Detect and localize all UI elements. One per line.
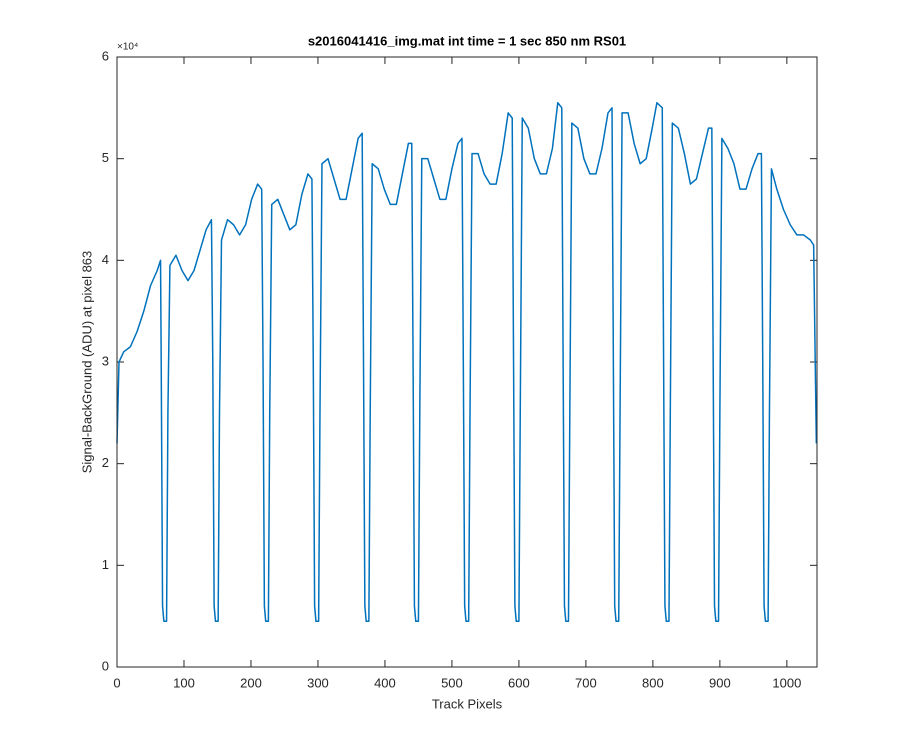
y-exponent: ×10⁴ (117, 42, 138, 53)
x-tick-label: 100 (173, 675, 195, 690)
x-tick-label: 1000 (772, 675, 801, 690)
y-tick-label: 6 (102, 48, 109, 63)
axes-box (116, 56, 818, 668)
y-tick-label: 5 (102, 150, 109, 165)
x-tick-label: 0 (113, 675, 120, 690)
data-line (116, 102, 818, 622)
y-tick-label: 4 (102, 252, 109, 267)
plot-area (117, 57, 817, 667)
x-tick-label: 400 (374, 675, 396, 690)
x-axis-label: Track Pixels (432, 696, 503, 711)
x-tick-label: 200 (240, 675, 262, 690)
chart-title: s2016041416_img.mat int time = 1 sec 850… (308, 33, 626, 48)
y-axis-label: Signal-BackGround (ADU) at pixel 863 (79, 251, 94, 474)
x-tick-label: 500 (441, 675, 463, 690)
y-tick-label: 1 (102, 557, 109, 572)
x-tick-label: 800 (642, 675, 664, 690)
x-tick-label: 900 (709, 675, 731, 690)
y-tick-label: 2 (102, 455, 109, 470)
x-tick-label: 300 (307, 675, 329, 690)
y-tick-label: 0 (102, 658, 109, 673)
y-tick-label: 3 (102, 353, 109, 368)
x-tick-label: 700 (575, 675, 597, 690)
x-tick-label: 600 (508, 675, 530, 690)
